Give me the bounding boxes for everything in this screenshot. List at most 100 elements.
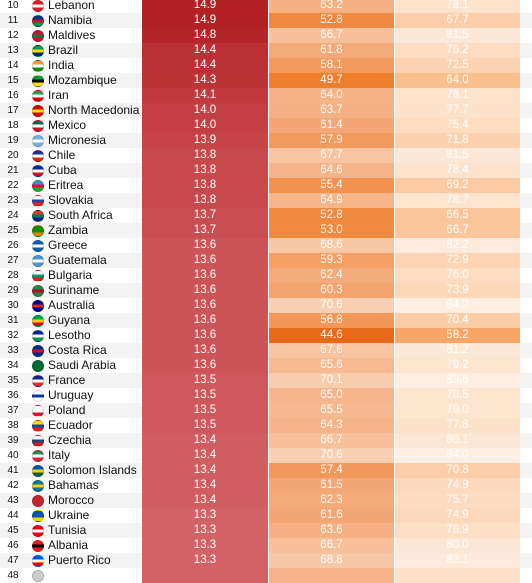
flag-icon <box>32 329 44 342</box>
country-name: Saudi Arabia <box>48 358 117 372</box>
country-name: Namibia <box>48 13 93 27</box>
flag-icon <box>32 419 44 432</box>
value-cell-1: 13.4 <box>142 478 268 493</box>
value-cell-3: 83.6 <box>394 373 520 388</box>
value-cell-1: 13.4 <box>142 463 268 478</box>
flag-icon <box>32 89 44 102</box>
country-name: Bulgaria <box>48 268 93 282</box>
value-cell-2: 59.3 <box>268 253 394 268</box>
country-name: Ecuador <box>48 418 93 432</box>
value-cell-1: 13.6 <box>142 328 268 343</box>
country-name: Solomon Islands <box>48 463 137 477</box>
rank-cell: 16 <box>7 90 19 101</box>
value-cell-2: 67.6 <box>268 343 394 358</box>
value-cell-3: 78.5 <box>394 388 520 403</box>
table-row: 24 South Africa 13.7 52.8 66.5 <box>0 208 532 223</box>
value-cell-3: 84.0 <box>394 448 520 463</box>
value-cell-3: 74.9 <box>394 508 520 523</box>
country-name: Chile <box>48 148 76 162</box>
value-cell-2: 64.9 <box>268 193 394 208</box>
flag-icon <box>32 344 44 357</box>
value-cell-1: 13.5 <box>142 418 268 433</box>
value-cell-2: 63.6 <box>268 523 394 538</box>
value-cell-2: 52.8 <box>268 208 394 223</box>
rank-cell: 29 <box>7 285 19 296</box>
value-cell-1: 13.6 <box>142 283 268 298</box>
value-cell-2: 64.3 <box>268 418 394 433</box>
rank-cell: 15 <box>7 75 19 86</box>
rank-cell: 27 <box>7 255 19 266</box>
rank-cell: 46 <box>7 540 19 551</box>
table-row: 46 Albania 13.3 66.7 80.0 <box>0 538 532 553</box>
value-cell-3: 78.7 <box>394 193 520 208</box>
flag-icon <box>32 119 44 132</box>
flag-icon <box>32 239 44 252</box>
rank-cell: 12 <box>7 30 19 41</box>
value-cell-3: 77.8 <box>394 418 520 433</box>
rank-cell: 14 <box>7 60 19 71</box>
flag-icon <box>32 179 44 192</box>
value-cell-1: 14.0 <box>142 118 268 133</box>
value-cell-1: 13.3 <box>142 523 268 538</box>
table-row: 34 Saudi Arabia 13.6 65.6 79.2 <box>0 358 532 373</box>
value-cell-2: 55.4 <box>268 178 394 193</box>
table-row: 29 Suriname 13.6 60.3 73.9 <box>0 283 532 298</box>
table-row: 28 Bulgaria 13.6 62.4 76.0 <box>0 268 532 283</box>
value-cell-3: 70.8 <box>394 463 520 478</box>
value-cell-1: 14.1 <box>142 88 268 103</box>
value-cell-1: 13.6 <box>142 343 268 358</box>
value-cell-2: 61.6 <box>268 508 394 523</box>
rank-cell: 48 <box>7 570 19 581</box>
value-cell-2: 68.6 <box>268 238 394 253</box>
country-name: Poland <box>48 403 86 417</box>
country-name: Costa Rica <box>48 343 107 357</box>
value-cell-1: 13.3 <box>142 538 268 553</box>
value-cell-3: 84.2 <box>394 298 520 313</box>
table-row: 16 Iran 14.1 64.0 78.1 <box>0 88 532 103</box>
flag-icon <box>32 509 44 522</box>
rank-cell: 21 <box>7 165 19 176</box>
table-row: 39 Czechia 13.4 66.7 80.1 <box>0 433 532 448</box>
table-row: 45 Tunisia 13.3 63.6 76.9 <box>0 523 532 538</box>
rank-cell: 33 <box>7 345 19 356</box>
flag-icon <box>32 494 44 507</box>
value-cell-3: 78.1 <box>394 88 520 103</box>
flag-icon <box>32 374 44 387</box>
value-cell-2: 66.7 <box>268 538 394 553</box>
rank-cell: 44 <box>7 510 19 521</box>
value-cell-3: 79.2 <box>394 358 520 373</box>
value-cell-1: 13.8 <box>142 178 268 193</box>
country-name: France <box>48 373 86 387</box>
value-cell-3 <box>394 568 520 583</box>
table-row: 14 India 14.4 58.1 72.5 <box>0 58 532 73</box>
country-name: Lebanon <box>48 0 95 12</box>
rank-cell: 13 <box>7 45 19 56</box>
country-name: Cuba <box>48 163 77 177</box>
flag-icon <box>32 74 44 87</box>
value-cell-2: 61.5 <box>268 478 394 493</box>
value-cell-2 <box>268 568 394 583</box>
table-row: 22 Eritrea 13.8 55.4 69.2 <box>0 178 532 193</box>
rank-cell: 31 <box>7 315 19 326</box>
value-cell-1: 13.5 <box>142 373 268 388</box>
rank-cell: 18 <box>7 120 19 131</box>
country-name: Italy <box>48 448 71 462</box>
country-name: Zambia <box>48 223 89 237</box>
rank-cell: 22 <box>7 180 19 191</box>
value-cell-1: 14.4 <box>142 43 268 58</box>
flag-icon <box>32 479 44 492</box>
flag-icon <box>32 194 44 207</box>
value-cell-1: 13.8 <box>142 193 268 208</box>
value-cell-3: 74.9 <box>394 478 520 493</box>
value-cell-2: 62.4 <box>268 268 394 283</box>
country-name: Slovakia <box>48 193 94 207</box>
value-cell-3: 78.1 <box>394 0 520 13</box>
value-cell-2: 61.8 <box>268 43 394 58</box>
country-name: Czechia <box>48 433 92 447</box>
value-cell-1: 14.0 <box>142 103 268 118</box>
value-cell-1: 13.7 <box>142 208 268 223</box>
country-name: Guatemala <box>48 253 107 267</box>
value-cell-2: 58.1 <box>268 58 394 73</box>
value-cell-1: 13.5 <box>142 403 268 418</box>
